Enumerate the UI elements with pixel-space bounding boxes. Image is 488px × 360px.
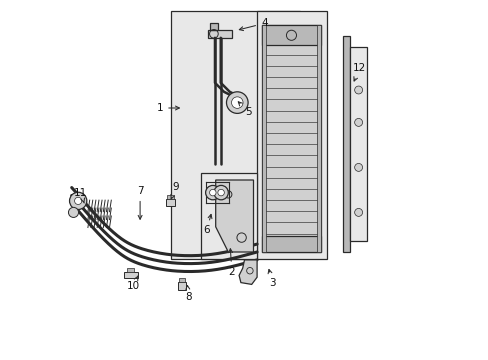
Circle shape — [354, 118, 362, 126]
Bar — [127, 268, 134, 272]
Circle shape — [68, 207, 79, 217]
Bar — [179, 278, 184, 282]
Text: 6: 6 — [203, 215, 211, 235]
Text: 2: 2 — [228, 249, 235, 277]
Text: 5: 5 — [238, 102, 251, 117]
Text: 7: 7 — [137, 186, 143, 219]
Bar — [316, 25, 321, 252]
Bar — [261, 236, 321, 252]
Bar — [167, 195, 173, 199]
Text: 1: 1 — [156, 103, 179, 113]
Bar — [343, 36, 349, 252]
Text: 8: 8 — [185, 285, 192, 302]
Text: 3: 3 — [267, 270, 275, 288]
Circle shape — [354, 208, 362, 216]
Polygon shape — [239, 260, 257, 284]
Circle shape — [75, 197, 81, 204]
Polygon shape — [215, 180, 253, 252]
Text: 11: 11 — [74, 188, 87, 203]
Polygon shape — [257, 11, 326, 259]
Circle shape — [205, 185, 220, 200]
Circle shape — [354, 86, 362, 94]
Bar — [349, 47, 366, 241]
Circle shape — [226, 92, 247, 113]
Bar — [261, 25, 321, 45]
Polygon shape — [201, 173, 257, 259]
Circle shape — [69, 192, 87, 210]
Circle shape — [218, 189, 224, 196]
Bar — [208, 30, 231, 38]
Circle shape — [231, 97, 243, 108]
Text: 12: 12 — [352, 63, 366, 81]
Text: 9: 9 — [170, 182, 179, 199]
Bar — [261, 25, 265, 252]
Circle shape — [213, 185, 228, 200]
Text: 4: 4 — [239, 18, 267, 31]
Text: 10: 10 — [126, 276, 139, 291]
Bar — [166, 199, 174, 206]
Circle shape — [354, 163, 362, 171]
Polygon shape — [170, 11, 300, 259]
Circle shape — [209, 189, 216, 196]
Bar — [210, 23, 217, 30]
Bar — [123, 272, 137, 278]
Bar — [261, 25, 321, 252]
Bar — [178, 282, 185, 290]
